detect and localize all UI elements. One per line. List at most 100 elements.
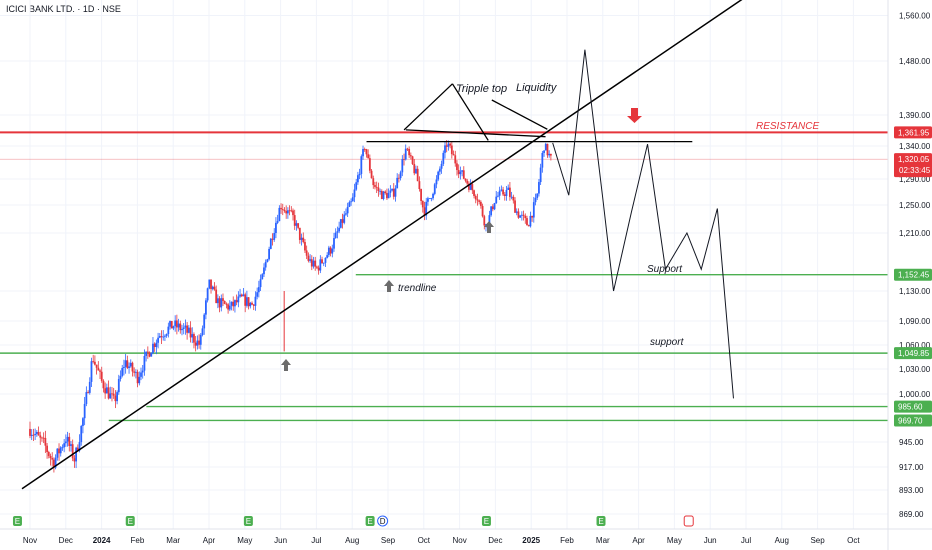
candle-body bbox=[203, 314, 206, 329]
candle-body bbox=[380, 190, 383, 200]
candle-body bbox=[264, 261, 267, 268]
candle-body bbox=[367, 154, 370, 159]
candle-body bbox=[34, 433, 37, 436]
candle-body bbox=[295, 223, 298, 226]
y-tick-label: 869.00 bbox=[899, 510, 924, 519]
candle-body bbox=[322, 262, 325, 264]
candle-body bbox=[222, 298, 224, 302]
candle-body bbox=[478, 200, 481, 202]
candle-body bbox=[365, 149, 368, 155]
candle-body bbox=[205, 300, 207, 315]
candle-body bbox=[350, 201, 352, 203]
support-badge-text: 1,152.45 bbox=[898, 271, 930, 280]
x-tick-label: Nov bbox=[23, 536, 37, 545]
candle-body bbox=[392, 188, 395, 197]
y-tick-label: 1,290.00 bbox=[899, 175, 931, 184]
candle-body bbox=[109, 393, 112, 399]
candle-body bbox=[548, 153, 551, 156]
candle-body bbox=[232, 301, 235, 307]
x-tick-label: Feb bbox=[131, 536, 145, 545]
candle-body bbox=[153, 343, 156, 347]
candle-body bbox=[35, 431, 38, 434]
candle-body bbox=[454, 155, 457, 164]
candle-body bbox=[29, 428, 31, 436]
candle-body bbox=[165, 333, 168, 336]
candle-body bbox=[353, 189, 356, 198]
candle-body bbox=[210, 279, 212, 290]
candle-body bbox=[218, 298, 221, 308]
candle-body bbox=[488, 215, 491, 228]
x-tick-label: Oct bbox=[418, 536, 431, 545]
candle-body bbox=[78, 442, 81, 451]
price-axis[interactable]: 1,560.00 1,480.00 1,390.00 1,340.00 1,290.00… bbox=[899, 12, 931, 520]
candle-body bbox=[114, 395, 117, 402]
candle-body bbox=[290, 210, 293, 212]
candle-body bbox=[271, 238, 274, 240]
candle-body bbox=[90, 361, 93, 382]
candle-body bbox=[126, 360, 129, 369]
y-tick-label: 917.00 bbox=[899, 463, 924, 472]
candle-body bbox=[514, 200, 516, 213]
candle-body bbox=[404, 148, 407, 160]
candle-body bbox=[181, 328, 183, 331]
candle-body bbox=[309, 259, 311, 261]
candle-body bbox=[256, 292, 259, 297]
candle-body bbox=[112, 393, 115, 396]
candle-body bbox=[456, 163, 458, 171]
candle-body bbox=[536, 193, 539, 198]
candle-body bbox=[87, 392, 89, 393]
candle-body bbox=[490, 206, 493, 216]
candle-body bbox=[539, 167, 542, 183]
candle-body bbox=[281, 209, 284, 210]
x-tick-label: Nov bbox=[452, 536, 466, 545]
candle-body bbox=[124, 360, 127, 367]
earnings-marker-icon bbox=[243, 516, 253, 526]
support-badge bbox=[894, 268, 932, 281]
candle-body bbox=[433, 184, 436, 194]
candle-body bbox=[175, 320, 178, 328]
candle-body bbox=[549, 153, 552, 156]
candle-body bbox=[53, 459, 55, 468]
candle-body bbox=[237, 296, 240, 303]
support-3-badge bbox=[894, 400, 932, 413]
candle-body bbox=[58, 448, 60, 454]
candle-body bbox=[193, 334, 195, 343]
candle-body bbox=[244, 294, 247, 306]
x-tick-label: Aug bbox=[345, 536, 359, 545]
candle-body bbox=[240, 294, 243, 297]
x-tick-label: May bbox=[237, 536, 252, 545]
candle-body bbox=[82, 418, 84, 426]
candle-body bbox=[42, 437, 45, 439]
candle-body bbox=[73, 458, 76, 462]
candle-body bbox=[292, 210, 294, 216]
candle-body bbox=[416, 168, 419, 182]
candle-body bbox=[386, 193, 388, 199]
candle-body bbox=[280, 207, 282, 210]
candle-body bbox=[368, 158, 371, 171]
candle-body bbox=[150, 352, 153, 357]
candle-body bbox=[329, 247, 332, 254]
candle-body bbox=[345, 213, 347, 215]
candle-body bbox=[54, 457, 57, 468]
candle-body bbox=[324, 257, 327, 263]
y-tick-label: 1,000.00 bbox=[899, 390, 931, 399]
candle-body bbox=[111, 393, 113, 395]
annotations: Tripple top Liquidity RESISTANCE Support… bbox=[398, 82, 819, 348]
candles bbox=[29, 140, 552, 473]
candle-body bbox=[473, 190, 475, 196]
candle-body bbox=[206, 288, 209, 301]
earnings-marker-label: E bbox=[246, 517, 251, 526]
candle-body bbox=[474, 195, 477, 200]
candle-body bbox=[374, 185, 376, 187]
candle-body bbox=[437, 171, 440, 180]
candle-body bbox=[527, 225, 530, 227]
candle-body bbox=[85, 392, 88, 404]
support-upper-label: Support bbox=[647, 264, 683, 275]
candle-body bbox=[162, 336, 165, 338]
y-tick-label: 1,390.00 bbox=[899, 111, 931, 120]
candle-body bbox=[415, 168, 417, 174]
time-axis[interactable]: Nov Dec 2024 Feb Mar Apr May Jun Jul Aug Sep Oct Nov… bbox=[23, 536, 861, 545]
x-tick-label: Aug bbox=[775, 536, 789, 545]
candle-body bbox=[37, 431, 40, 436]
